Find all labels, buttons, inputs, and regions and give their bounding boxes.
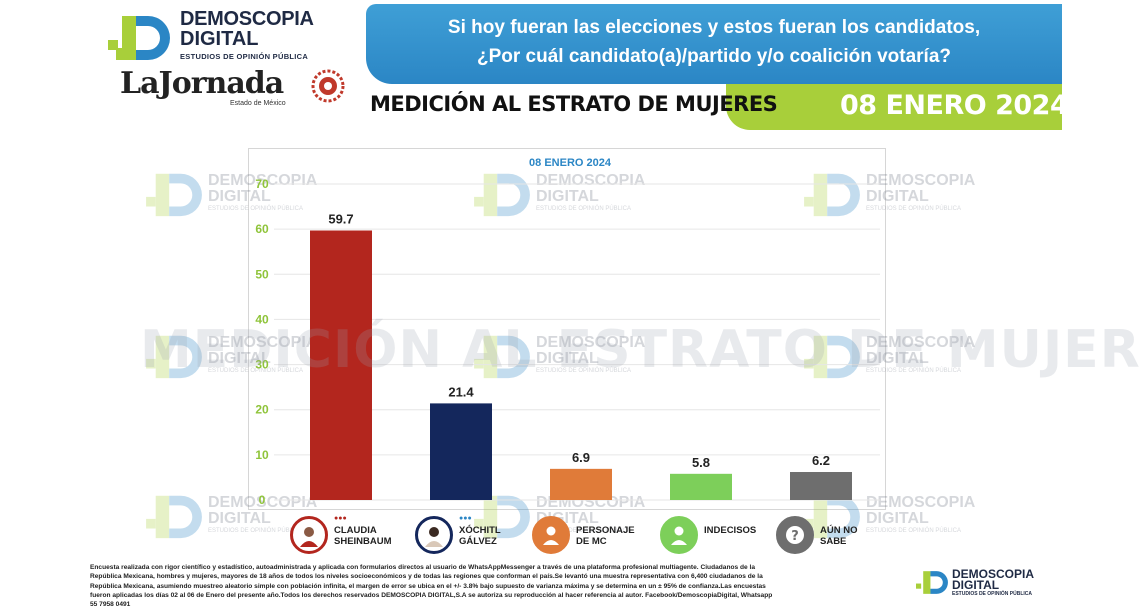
candidate-indecisos: INDECISOS [660,514,770,556]
lajornada-logo: LaJornada Estado de México [120,66,350,112]
bar-value-label: 6.9 [572,450,590,465]
bar [790,472,852,500]
y-tick-label: 50 [255,267,269,281]
candidate-name: XÓCHITL GÁLVEZ [459,525,501,547]
y-tick-label: 40 [255,312,269,326]
bar-value-label: 59.7 [328,211,353,226]
demoscopia-d-icon [108,16,170,60]
methodology-footnote: Encuesta realizada con rigor científico … [90,564,773,609]
subtitle-strip: MEDICIÓN AL ESTRATO DE MUJERES 08 ENERO … [366,84,1069,130]
candidate-name: AÚN NO SABE [820,525,858,547]
candidate-name: INDECISOS [704,525,757,536]
y-tick-label: 30 [255,358,269,372]
photo-icon [415,516,453,554]
chart-title: 08 ENERO 2024 [529,157,611,169]
y-tick-label: 70 [255,177,269,191]
photo-icon [290,516,328,554]
party-marks: ●●● [459,515,472,522]
partner-name: LaJornada [120,66,284,101]
question-line2: ¿Por cuál candidato(a)/partido y/o coali… [476,46,952,67]
person-icon [532,516,570,554]
party-marks: ●●● [334,515,347,522]
bar [550,468,612,500]
question-icon: ? [776,516,814,554]
svg-text:?: ? [791,529,799,544]
partner-sub: Estado de México [230,100,286,107]
measure-title: MEDICIÓN AL ESTRATO DE MUJERES [370,92,778,116]
y-tick-label: 60 [255,222,269,236]
brand-tagline: ESTUDIOS DE OPINIÓN PÚBLICA [180,52,309,61]
brand-line1: DEMOSCOPIA [180,8,314,30]
bar [430,403,492,500]
person-icon [660,516,698,554]
header-date: 08 ENERO 2024 [840,90,1069,121]
y-tick-label: 10 [255,448,269,462]
candidate-claudia: ●●● CLAUDIA SHEINBAUM [290,514,410,556]
y-tick-label: 0 [259,493,266,507]
bar-value-label: 6.2 [812,453,830,468]
demoscopia-logo: DEMOSCOPIA DIGITAL ESTUDIOS DE OPINIÓN P… [108,8,358,66]
bar [670,473,732,500]
bar-value-label: 5.8 [692,455,710,470]
candidate-aun-no-sabe: ? AÚN NO SABE [776,514,886,556]
demoscopia-d-icon [916,571,948,594]
candidate-xochitl: ●●● XÓCHITL GÁLVEZ [415,514,525,556]
bar-value-label: 21.4 [448,384,474,399]
question-banner: Si hoy fueran las elecciones y estos fue… [366,4,1062,84]
candidate-name: PERSONAJE DE MC [576,525,635,547]
brand-line2: DIGITAL [180,28,259,50]
bar [310,230,372,501]
question-line1: Si hoy fueran las elecciones y estos fue… [447,17,981,38]
candidate-name: CLAUDIA SHEINBAUM [334,525,392,547]
footer-logo: DEMOSCOPIA DIGITAL ESTUDIOS DE OPINIÓN P… [916,565,1066,599]
y-tick-label: 20 [255,403,269,417]
date-background [726,84,1062,130]
sun-icon [311,69,345,103]
candidate-mc: PERSONAJE DE MC [532,514,642,556]
